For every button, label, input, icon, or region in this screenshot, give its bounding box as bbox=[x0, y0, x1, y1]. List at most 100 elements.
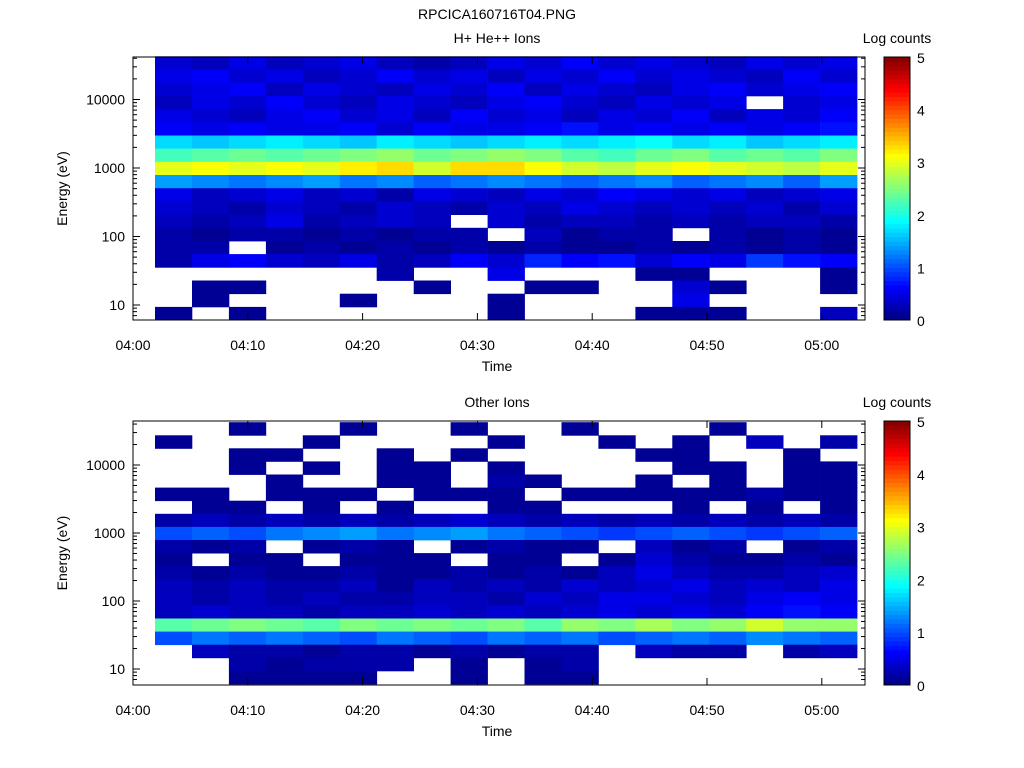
heatmap-cell bbox=[265, 175, 304, 189]
heatmap-cell bbox=[783, 579, 821, 593]
heatmap-cell bbox=[192, 631, 230, 646]
heatmap-cell bbox=[635, 631, 673, 646]
colorbar-swatch bbox=[884, 131, 910, 137]
heatmap-cell bbox=[155, 306, 193, 321]
heatmap-cell bbox=[302, 618, 341, 632]
colorbar-swatch bbox=[884, 526, 910, 532]
heatmap-cell bbox=[192, 644, 230, 659]
heatmap-cell bbox=[450, 605, 488, 619]
heatmap-cell bbox=[228, 109, 267, 123]
heatmap-cell bbox=[635, 540, 673, 554]
heatmap-cell bbox=[672, 540, 710, 554]
heatmap-cell bbox=[672, 95, 710, 110]
colorbar-swatch bbox=[884, 544, 910, 550]
heatmap-cell bbox=[192, 500, 230, 515]
heatmap-cell bbox=[339, 148, 378, 163]
heatmap-cell bbox=[302, 487, 341, 502]
colorbar-label: Log counts bbox=[863, 30, 932, 46]
heatmap-cell bbox=[155, 109, 193, 123]
y-tick-label: 10000 bbox=[86, 92, 125, 108]
heatmap-cell bbox=[783, 540, 821, 554]
heatmap-cell bbox=[783, 214, 821, 229]
heatmap-cell bbox=[155, 618, 193, 632]
heatmap-cell bbox=[820, 487, 858, 502]
heatmap-cell bbox=[192, 82, 230, 97]
heatmap-cell bbox=[302, 56, 341, 70]
colorbar-swatch bbox=[884, 434, 910, 440]
heatmap-cell bbox=[192, 579, 230, 593]
heatmap-cell bbox=[450, 95, 488, 110]
colorbar-frame bbox=[883, 420, 911, 686]
heatmap-cell bbox=[450, 201, 488, 215]
heatmap-cell bbox=[450, 227, 488, 242]
heatmap-cell bbox=[783, 448, 821, 462]
heatmap-cell bbox=[820, 214, 858, 229]
heatmap-cell bbox=[746, 122, 784, 136]
heatmap-cell bbox=[709, 69, 747, 84]
colorbar-swatch bbox=[884, 284, 910, 290]
heatmap-cell bbox=[413, 513, 451, 528]
heatmap-cell bbox=[820, 435, 858, 449]
heatmap-cell bbox=[376, 579, 414, 593]
heatmap-cell bbox=[302, 657, 341, 672]
heatmap-cell bbox=[155, 69, 193, 84]
heatmap-cell bbox=[598, 241, 636, 255]
heatmap-cell bbox=[783, 553, 821, 567]
panel-title: H+ He++ Ions bbox=[454, 30, 541, 46]
x-tick-label: 04:00 bbox=[115, 337, 150, 353]
heatmap-cell bbox=[339, 95, 378, 110]
heatmap-cell bbox=[561, 188, 599, 202]
heatmap-cell bbox=[302, 644, 341, 659]
heatmap-cell bbox=[376, 513, 414, 528]
heatmap-cell bbox=[635, 201, 673, 215]
colorbar-tick-label: 0 bbox=[917, 678, 925, 694]
x-tick-label: 04:50 bbox=[689, 702, 724, 718]
heatmap-cell bbox=[635, 618, 673, 632]
heatmap-cell bbox=[339, 241, 378, 255]
colorbar-swatch bbox=[884, 184, 910, 189]
heatmap-cell bbox=[820, 540, 858, 554]
heatmap-cell bbox=[635, 579, 673, 593]
heatmap-cell bbox=[376, 566, 414, 580]
heatmap-cell bbox=[635, 254, 673, 268]
heatmap-cell bbox=[302, 631, 341, 646]
heatmap-cell bbox=[155, 82, 193, 97]
heatmap-cell bbox=[672, 214, 710, 229]
heatmap-cell bbox=[155, 631, 193, 646]
heatmap-cell bbox=[635, 227, 673, 242]
heatmap-cell bbox=[783, 592, 821, 606]
heatmap-cell bbox=[598, 214, 636, 229]
heatmap-cell bbox=[746, 175, 784, 189]
heatmap-cell bbox=[155, 175, 193, 189]
heatmap-cell bbox=[376, 122, 414, 136]
heatmap-cell bbox=[598, 175, 636, 189]
heatmap-cell bbox=[820, 161, 858, 176]
colorbar-swatch bbox=[884, 513, 910, 519]
heatmap-cell bbox=[672, 293, 710, 308]
heatmap-cell bbox=[339, 487, 378, 502]
heatmap-cell bbox=[339, 579, 378, 593]
heatmap-cell bbox=[450, 122, 488, 136]
heatmap-cell bbox=[376, 657, 414, 672]
heatmap-cell bbox=[228, 95, 267, 110]
heatmap-cell bbox=[820, 254, 858, 268]
heatmap-cell bbox=[672, 109, 710, 123]
colorbar-swatch bbox=[884, 175, 910, 181]
heatmap-cell bbox=[487, 56, 525, 70]
heatmap-cell bbox=[561, 122, 599, 136]
heatmap-cell bbox=[709, 122, 747, 136]
heatmap-cell bbox=[413, 188, 451, 202]
heatmap-cell bbox=[524, 513, 562, 528]
heatmap-cell bbox=[561, 487, 599, 502]
heatmap-cell bbox=[746, 553, 784, 567]
heatmap-cell bbox=[561, 148, 599, 163]
colorbar-swatch bbox=[884, 223, 910, 229]
heatmap-cell bbox=[783, 175, 821, 189]
x-tick-label: 04:20 bbox=[345, 337, 380, 353]
heatmap-cell bbox=[524, 553, 562, 567]
heatmap-cell bbox=[487, 474, 525, 488]
heatmap-cell bbox=[524, 148, 562, 163]
heatmap-cell bbox=[155, 188, 193, 202]
heatmap-cell bbox=[746, 161, 784, 176]
heatmap-cell bbox=[746, 69, 784, 84]
